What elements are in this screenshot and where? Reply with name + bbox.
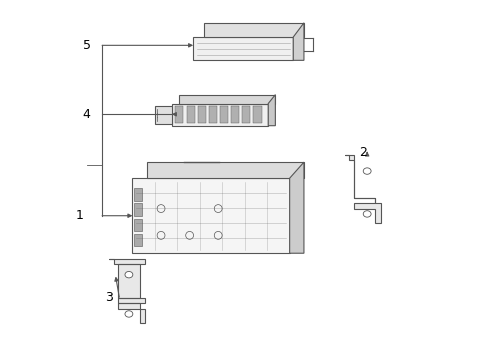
Polygon shape xyxy=(109,258,145,323)
Polygon shape xyxy=(243,107,250,123)
Ellipse shape xyxy=(363,168,371,174)
Polygon shape xyxy=(220,107,228,123)
Polygon shape xyxy=(187,107,195,123)
Polygon shape xyxy=(147,162,304,178)
Polygon shape xyxy=(134,203,142,216)
Polygon shape xyxy=(172,104,268,126)
Polygon shape xyxy=(134,234,142,246)
Polygon shape xyxy=(345,155,381,223)
Polygon shape xyxy=(197,107,206,123)
Polygon shape xyxy=(134,188,142,201)
Polygon shape xyxy=(231,107,239,123)
Polygon shape xyxy=(134,219,142,231)
Polygon shape xyxy=(293,23,304,60)
Polygon shape xyxy=(253,107,262,123)
Text: 3: 3 xyxy=(105,291,113,304)
Ellipse shape xyxy=(125,311,133,317)
Text: 1: 1 xyxy=(75,209,83,222)
Text: 2: 2 xyxy=(359,146,367,159)
Polygon shape xyxy=(193,37,293,60)
Polygon shape xyxy=(175,107,183,123)
Polygon shape xyxy=(132,178,290,253)
Polygon shape xyxy=(155,106,172,124)
Ellipse shape xyxy=(125,271,133,278)
Text: 4: 4 xyxy=(83,108,91,121)
Polygon shape xyxy=(204,23,304,37)
Ellipse shape xyxy=(363,211,371,217)
Polygon shape xyxy=(179,95,275,104)
Text: 5: 5 xyxy=(83,39,91,52)
Polygon shape xyxy=(209,107,217,123)
Polygon shape xyxy=(290,162,304,253)
Polygon shape xyxy=(268,95,275,126)
